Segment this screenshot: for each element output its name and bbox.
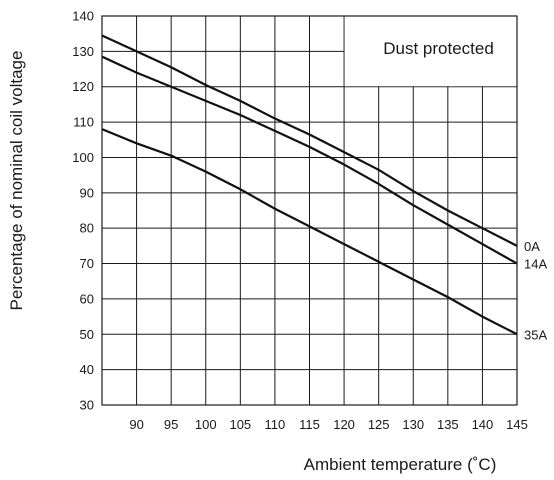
x-tick-label: 145 — [506, 417, 528, 432]
y-tick-labels: 30 40 50 60 70 80 90 100 110 120 130 140 — [72, 9, 94, 413]
series-line-35a — [101, 128, 518, 336]
plot-frame — [101, 15, 518, 406]
series-label-35a: 35A — [524, 327, 547, 342]
y-tick-label: 140 — [72, 9, 94, 24]
y-tick-label: 110 — [73, 115, 94, 130]
series-label-0a: 0A — [524, 239, 540, 254]
y-tick-label: 130 — [72, 44, 94, 59]
series-layer — [101, 34, 518, 336]
y-tick-label: 120 — [72, 79, 94, 94]
x-tick-label: 120 — [333, 417, 355, 432]
x-tick-label: 100 — [195, 417, 217, 432]
x-axis-label: Ambient temperature (˚C) — [304, 455, 497, 474]
series-line-14a — [101, 55, 518, 265]
y-tick-label: 100 — [72, 150, 94, 165]
y-tick-label: 40 — [80, 362, 94, 377]
annotation-text: Dust protected — [383, 39, 494, 58]
annotation-box — [344, 16, 517, 87]
x-tick-label: 125 — [368, 417, 390, 432]
x-tick-label: 90 — [129, 417, 143, 432]
x-tick-label: 105 — [229, 417, 251, 432]
series-label-14a: 14A — [524, 257, 547, 272]
x-tick-label: 140 — [472, 417, 494, 432]
x-tick-label: 95 — [164, 417, 178, 432]
x-tick-labels: 90 95 100 105 110 115 120 125 130 135 140 145 — [129, 417, 528, 432]
x-tick-label: 135 — [437, 417, 459, 432]
y-tick-label: 80 — [80, 221, 94, 236]
series-line-0a — [101, 34, 518, 247]
x-tick-label: 130 — [402, 417, 424, 432]
y-tick-label: 90 — [80, 185, 94, 200]
y-tick-label: 60 — [80, 291, 94, 306]
y-tick-label: 50 — [80, 327, 94, 342]
x-tick-label: 115 — [299, 417, 320, 432]
y-tick-label: 30 — [80, 398, 94, 413]
series-labels: 0A 14A 35A — [524, 239, 547, 342]
y-tick-label: 70 — [80, 256, 94, 271]
y-axis-label: Percentage of nominal coil voltage — [7, 51, 26, 311]
x-tick-label: 110 — [265, 417, 286, 432]
